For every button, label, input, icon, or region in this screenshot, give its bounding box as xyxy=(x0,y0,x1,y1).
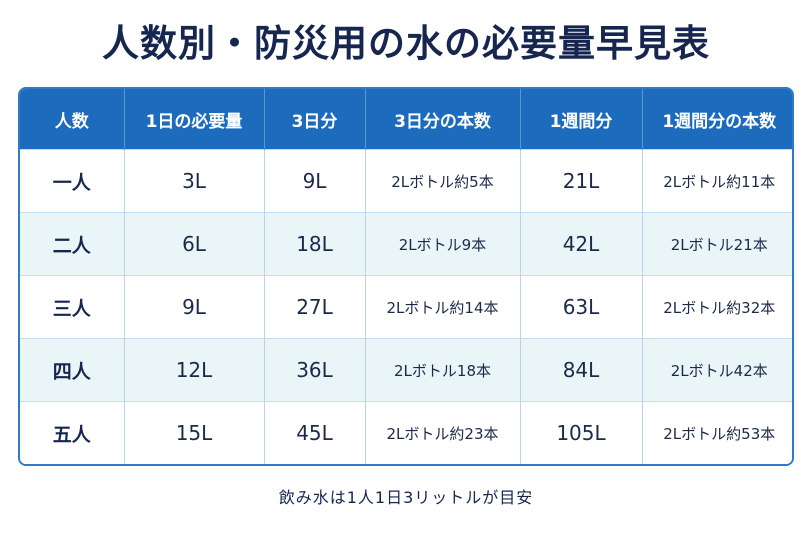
header-one-week-bottles: 1週間分の本数 xyxy=(642,89,792,150)
cell-one-week: 21L xyxy=(520,149,643,213)
water-requirement-table: 人数 1日の必要量 3日分 3日分の本数 1週間分 1週間分の本数 一人 3L … xyxy=(20,89,792,464)
table-row: 四人 12L 36L 2Lボトル18本 84L 2Lボトル42本 xyxy=(20,338,792,402)
cell-three-days-bottles: 2Lボトル9本 xyxy=(365,212,521,276)
footnote: 飲み水は1人1日3リットルが目安 xyxy=(278,488,534,507)
table-row: 三人 9L 27L 2Lボトル約14本 63L 2Lボトル約32本 xyxy=(20,275,792,339)
cell-one-week: 63L xyxy=(520,275,643,339)
page-title: 人数別・防災用の水の必要量早見表 xyxy=(102,22,710,65)
cell-daily-amount: 12L xyxy=(124,338,265,402)
cell-daily-amount: 9L xyxy=(124,275,265,339)
cell-people: 一人 xyxy=(20,149,125,213)
header-three-days-bottles: 3日分の本数 xyxy=(365,89,521,150)
table-row: 一人 3L 9L 2Lボトル約5本 21L 2Lボトル約11本 xyxy=(20,149,792,213)
cell-one-week: 42L xyxy=(520,212,643,276)
header-people: 人数 xyxy=(20,89,125,150)
cell-three-days-bottles: 2Lボトル18本 xyxy=(365,338,521,402)
cell-three-days: 9L xyxy=(264,149,366,213)
cell-one-week: 84L xyxy=(520,338,643,402)
header-daily-amount: 1日の必要量 xyxy=(124,89,265,150)
cell-three-days: 45L xyxy=(264,401,366,464)
cell-one-week-bottles: 2Lボトル約32本 xyxy=(642,275,792,339)
cell-people: 五人 xyxy=(20,401,125,464)
header-three-days: 3日分 xyxy=(264,89,366,150)
cell-three-days-bottles: 2Lボトル約23本 xyxy=(365,401,521,464)
cell-one-week-bottles: 2Lボトル21本 xyxy=(642,212,792,276)
cell-daily-amount: 6L xyxy=(124,212,265,276)
cell-three-days: 27L xyxy=(264,275,366,339)
cell-one-week-bottles: 2Lボトル42本 xyxy=(642,338,792,402)
cell-people: 三人 xyxy=(20,275,125,339)
cell-people: 二人 xyxy=(20,212,125,276)
cell-three-days-bottles: 2Lボトル約14本 xyxy=(365,275,521,339)
cell-people: 四人 xyxy=(20,338,125,402)
cell-three-days-bottles: 2Lボトル約5本 xyxy=(365,149,521,213)
cell-daily-amount: 15L xyxy=(124,401,265,464)
cell-three-days: 36L xyxy=(264,338,366,402)
cell-three-days: 18L xyxy=(264,212,366,276)
table-row: 五人 15L 45L 2Lボトル約23本 105L 2Lボトル約53本 xyxy=(20,401,792,464)
cell-one-week: 105L xyxy=(520,401,643,464)
table-header-row: 人数 1日の必要量 3日分 3日分の本数 1週間分 1週間分の本数 xyxy=(20,89,792,150)
cell-daily-amount: 3L xyxy=(124,149,265,213)
cell-one-week-bottles: 2Lボトル約53本 xyxy=(642,401,792,464)
cell-one-week-bottles: 2Lボトル約11本 xyxy=(642,149,792,213)
header-one-week: 1週間分 xyxy=(520,89,643,150)
water-table-container: 人数 1日の必要量 3日分 3日分の本数 1週間分 1週間分の本数 一人 3L … xyxy=(18,87,794,466)
table-row: 二人 6L 18L 2Lボトル9本 42L 2Lボトル21本 xyxy=(20,212,792,276)
